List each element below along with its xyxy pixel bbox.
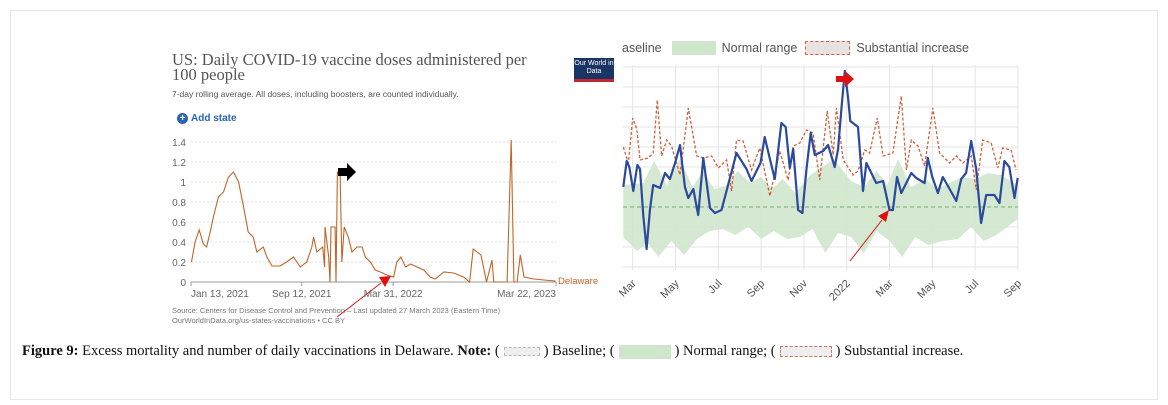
black-arrow-icon xyxy=(338,163,356,181)
left-xtick-label: Jan 13, 2021 xyxy=(191,289,249,300)
caption-baseline-swatch xyxy=(503,347,540,357)
left-ytick-label: 0.4 xyxy=(172,238,186,249)
plus-circle-icon: + xyxy=(177,113,188,124)
right-xtick-label: May xyxy=(658,277,682,301)
caption-substantial-swatch xyxy=(779,346,832,358)
right-xtick-label: 2022 xyxy=(827,278,853,304)
owid-logo: Our World in Data xyxy=(574,58,614,82)
figure-frame xyxy=(10,10,1158,400)
right-xtick-label: May xyxy=(915,277,939,301)
figure-caption: Figure 9: Excess mortality and number of… xyxy=(22,343,964,359)
left-chart-title: US: Daily COVID-19 vaccine doses adminis… xyxy=(172,50,527,84)
legend-baseline: aseline xyxy=(622,41,662,55)
caption-normal-swatch xyxy=(618,344,671,359)
red-thin-arrow-line xyxy=(849,219,883,262)
left-ytick-label: 0.6 xyxy=(172,218,186,229)
right-xtick-label: Sep xyxy=(745,278,767,300)
left-ytick-label: 1 xyxy=(180,178,186,189)
right-xtick-label: Nov xyxy=(788,277,811,300)
excess-deaths-line xyxy=(622,69,1019,251)
right-xtick-label: Mar xyxy=(617,277,639,299)
caption-label: Figure 9: xyxy=(22,343,79,359)
caption-note: Note: xyxy=(457,343,492,359)
source-line-2: OurWorldInData.org/us-states-vaccination… xyxy=(172,316,345,325)
right-xtick-label: Sep xyxy=(1002,278,1024,300)
legend-substantial: Substantial increase xyxy=(856,41,969,55)
left-ytick-label: 1.2 xyxy=(172,158,186,169)
left-xtick-label: Sep 12, 2021 xyxy=(272,289,332,300)
red-thin-arrowhead-icon xyxy=(878,210,889,222)
delaware-vaccine-line xyxy=(190,139,556,284)
substantial-increase-line xyxy=(622,95,1017,197)
left-ytick-label: 0 xyxy=(180,278,186,289)
red-block-arrow-icon xyxy=(836,71,854,87)
left-chart-subtitle: 7-day rolling average. All doses, includ… xyxy=(172,89,459,99)
caption-substantial: ) Substantial increase. xyxy=(835,343,964,359)
add-state-label: Add state xyxy=(191,113,237,124)
legend-substantial-swatch xyxy=(805,41,851,55)
left-ytick-label: 0.8 xyxy=(172,198,186,209)
add-state-button[interactable]: + Add state xyxy=(177,113,237,124)
legend-normal-swatch xyxy=(671,41,716,55)
right-xtick-label: Jul xyxy=(706,278,724,296)
source-line-1: Source: Centers for Disease Control and … xyxy=(172,306,501,315)
red-arrowhead-icon xyxy=(379,276,391,287)
right-xtick-label: Mar xyxy=(874,277,896,299)
left-ytick-label: 0.2 xyxy=(172,258,186,269)
caption-text: Excess mortality and number of daily vac… xyxy=(82,343,454,359)
caption-normal: ) Normal range; ( xyxy=(674,343,776,359)
left-xtick-label: Mar 22, 2023 xyxy=(497,289,556,300)
right-chart-legend: aseline Normal range Substantial increas… xyxy=(622,41,969,55)
legend-normal: Normal range xyxy=(721,41,798,55)
right-xtick-label: Jul xyxy=(963,278,981,296)
red-arrow-line xyxy=(336,282,382,318)
normal-range-band xyxy=(623,159,1018,257)
delaware-series-label: Delaware xyxy=(558,276,598,287)
caption-baseline: ) Baseline; ( xyxy=(543,343,615,359)
left-ytick-label: 1.4 xyxy=(172,138,186,149)
left-xtick-label: Mar 31, 2022 xyxy=(364,289,423,300)
